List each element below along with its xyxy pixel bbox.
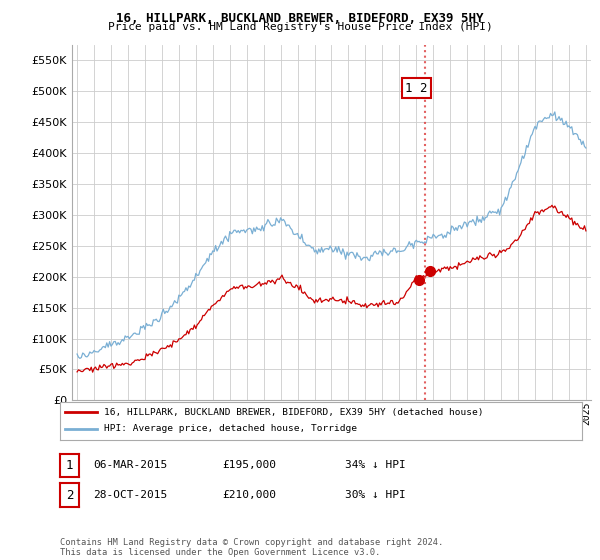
Text: £195,000: £195,000 <box>222 460 276 470</box>
Text: HPI: Average price, detached house, Torridge: HPI: Average price, detached house, Torr… <box>104 424 358 433</box>
Text: 16, HILLPARK, BUCKLAND BREWER, BIDEFORD, EX39 5HY: 16, HILLPARK, BUCKLAND BREWER, BIDEFORD,… <box>116 12 484 25</box>
Text: 16, HILLPARK, BUCKLAND BREWER, BIDEFORD, EX39 5HY (detached house): 16, HILLPARK, BUCKLAND BREWER, BIDEFORD,… <box>104 408 484 417</box>
Text: 1 2: 1 2 <box>405 82 428 95</box>
Text: 06-MAR-2015: 06-MAR-2015 <box>93 460 167 470</box>
Text: £210,000: £210,000 <box>222 490 276 500</box>
Text: 34% ↓ HPI: 34% ↓ HPI <box>345 460 406 470</box>
Text: Price paid vs. HM Land Registry's House Price Index (HPI): Price paid vs. HM Land Registry's House … <box>107 22 493 32</box>
Text: 2: 2 <box>66 488 73 502</box>
Text: 30% ↓ HPI: 30% ↓ HPI <box>345 490 406 500</box>
Text: 28-OCT-2015: 28-OCT-2015 <box>93 490 167 500</box>
Text: Contains HM Land Registry data © Crown copyright and database right 2024.
This d: Contains HM Land Registry data © Crown c… <box>60 538 443 557</box>
Text: 1: 1 <box>66 459 73 472</box>
